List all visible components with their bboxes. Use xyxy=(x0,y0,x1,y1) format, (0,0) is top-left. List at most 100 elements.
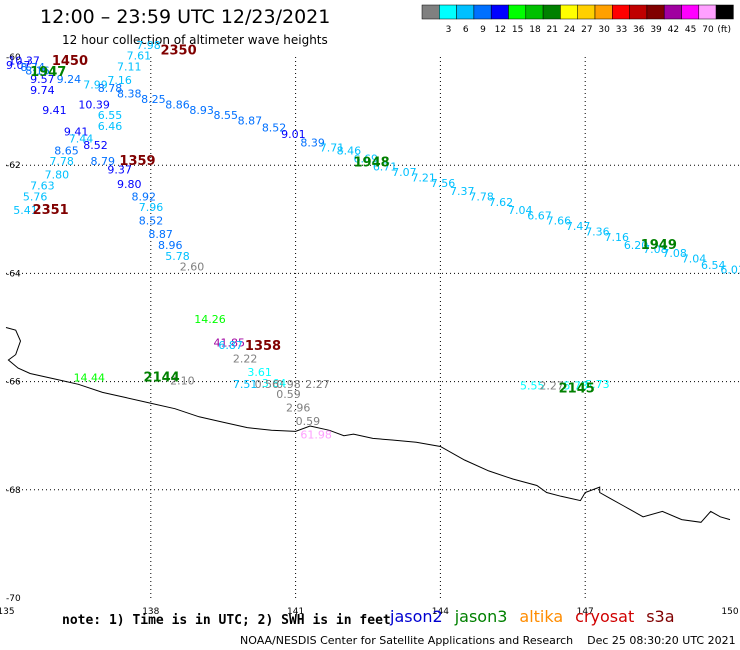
pass-time-label: 2350 xyxy=(160,43,196,58)
colorbar-swatch xyxy=(715,4,734,20)
pass-time-label: 1359 xyxy=(119,154,155,169)
colorbar-swatch xyxy=(629,4,648,20)
wave-height-label: 7.16 xyxy=(605,231,630,244)
mission-legend-item: cryosat xyxy=(575,607,635,626)
wave-height-label: 8.25 xyxy=(141,93,166,106)
colorbar-swatch xyxy=(473,4,492,20)
wave-height-label: 9.57 xyxy=(30,73,54,86)
x-tick-label: 135 xyxy=(0,607,15,617)
colorbar-swatch xyxy=(542,4,561,20)
wave-height-label: 7.71 xyxy=(320,142,345,155)
wave-height-label: 10.37 xyxy=(8,55,40,68)
wave-height-label: 8.79 xyxy=(90,155,115,168)
wave-height-label: 7.80 xyxy=(45,169,70,182)
wave-height-label: 3.61 xyxy=(247,366,271,379)
pass-time-label: 2351 xyxy=(33,203,69,218)
wave-height-label: 5.76 xyxy=(23,190,48,203)
wave-height-label: 8.55 xyxy=(214,109,239,122)
wave-height-label: 7.61 xyxy=(127,50,151,63)
wave-height-label: 8.74 xyxy=(20,61,45,74)
wave-height-label: 7.99 xyxy=(83,78,108,91)
wave-height-label: 7.07 xyxy=(392,166,417,179)
wave-height-label: 8.86 xyxy=(165,98,190,111)
wave-height-label: 7.36 xyxy=(585,226,610,239)
wave-height-label: 9.41 xyxy=(42,104,66,117)
wave-height-label: 9.74 xyxy=(30,84,54,97)
wave-height-label: 9.41 xyxy=(64,125,89,138)
colorbar-label: 12 xyxy=(495,25,506,35)
wave-height-label: 8.65 xyxy=(54,144,78,157)
wave-height-label: 7.62 xyxy=(489,196,513,209)
colorbar-swatch xyxy=(490,4,509,20)
x-tick-label: 144 xyxy=(432,607,449,617)
wave-height-label: 5.73 xyxy=(585,378,610,391)
wave-height-label: 7.08 xyxy=(643,243,668,256)
wave-height-label: 7.16 xyxy=(107,74,132,87)
colorbar-swatch xyxy=(508,4,527,20)
pass-time-label: 1947 xyxy=(30,65,66,80)
colorbar-label: 42 xyxy=(668,25,679,35)
y-tick-label: -62 xyxy=(6,161,21,171)
wave-height-label: 6.54 xyxy=(701,259,726,272)
wave-height-label: 14.44 xyxy=(74,372,106,385)
wave-height-label: 2.22 xyxy=(233,353,258,366)
wave-height-label: 7.96 xyxy=(139,201,164,214)
wave-height-label: 2.10 xyxy=(170,374,195,387)
wave-height-label: 6.20 xyxy=(624,239,649,252)
wave-height-label: 6.71 xyxy=(373,161,398,174)
wave-height-label: 7.21 xyxy=(411,171,436,184)
wave-height-label: 61.98 xyxy=(300,428,332,441)
wave-height-label: 6.67 xyxy=(527,209,552,222)
wave-height-label: 8.52 xyxy=(83,139,108,152)
colorbar-swatch xyxy=(698,4,717,20)
colorbar-label: 33 xyxy=(616,25,627,35)
wave-height-label: 5.55 xyxy=(520,380,545,393)
pass-time-label: 2144 xyxy=(144,371,180,386)
wave-height-label: 8.52 xyxy=(139,215,164,228)
wave-height-label: 0.56 xyxy=(255,378,280,391)
wave-height-label: 2.27 xyxy=(539,380,564,393)
wave-height-label: 8.78 xyxy=(98,82,123,95)
wave-height-label: 0.59 xyxy=(276,388,301,401)
wave-height-label: 7.44 xyxy=(69,132,94,145)
wave-height-label: 8.39 xyxy=(300,136,325,149)
wave-height-label: 7.11 xyxy=(117,61,142,74)
wave-height-label: 2.27 xyxy=(305,378,330,391)
colorbar-swatch xyxy=(646,4,665,20)
wave-height-label: 7.51 xyxy=(233,378,258,391)
wave-height-label: 6.87 xyxy=(218,339,243,352)
colorbar-swatch xyxy=(439,4,457,20)
wave-height-label: 7.78 xyxy=(49,155,74,168)
wave-height-labels: 10.379.078.748.169.57 9.249.74 7.99 7.167.1… xyxy=(6,39,740,442)
colorbar-legend: 3 6 9 12 15 18 21 24 27 30 33 36 39 42 45 70 (ft) xyxy=(421,4,734,35)
colorbar-label: 18 xyxy=(529,25,541,35)
colorbar-label: 39 xyxy=(650,25,662,35)
colorbar-swatch xyxy=(663,4,682,20)
wave-height-label: 2.96 xyxy=(286,401,311,414)
pass-time-label: 2145 xyxy=(559,381,595,396)
colorbar-swatch xyxy=(456,4,475,20)
wave-height-label: 7.47 xyxy=(566,220,591,233)
wave-height-label: 6.01 xyxy=(720,263,740,276)
wave-height-label: 0.59 xyxy=(296,415,321,428)
wave-height-label: 9.24 xyxy=(57,73,82,86)
pass-time-label: 1949 xyxy=(641,238,677,253)
wave-height-label: 2.60 xyxy=(180,261,205,274)
colorbar-label: 21 xyxy=(547,25,558,35)
wave-height-label: 8.87 xyxy=(148,228,173,241)
wave-height-label: 8.92 xyxy=(131,190,156,203)
wave-height-label: 8.93 xyxy=(189,104,214,117)
colorbar-label: 45 xyxy=(685,25,696,35)
wave-height-label: 14.26 xyxy=(194,313,226,326)
chart-subtitle: 12 hour collection of altimeter wave hei… xyxy=(62,33,328,47)
colorbar-swatch xyxy=(421,4,440,20)
pass-time-label: 1450 xyxy=(52,54,88,69)
colorbar-swatch xyxy=(525,4,544,20)
wave-height-label: 10.39 xyxy=(78,98,110,111)
wave-height-label: 8.38 xyxy=(117,88,142,101)
wave-height-label: 5.41 xyxy=(13,204,37,217)
wave-height-label: 9.37 xyxy=(107,163,132,176)
wave-height-label: 6.69 xyxy=(354,152,379,165)
colorbar-swatch xyxy=(560,4,578,20)
y-tick-label: -60 xyxy=(6,53,21,63)
